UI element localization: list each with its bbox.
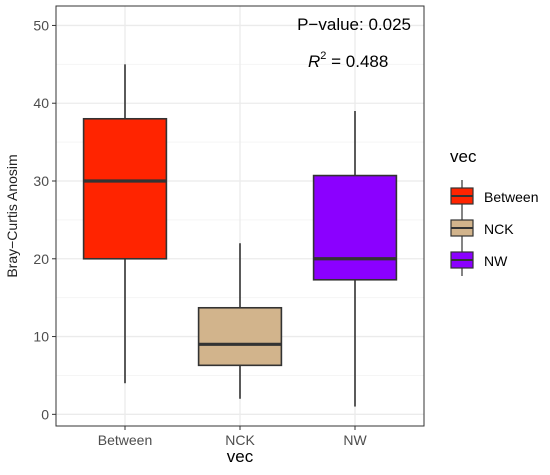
legend-entry-nck: NCK <box>450 212 514 244</box>
r-squared-symbol: R <box>308 52 320 71</box>
y-tick-label: 10 <box>33 329 49 345</box>
legend-title: vec <box>450 147 477 166</box>
x-axis: Between NCK NW <box>98 426 367 448</box>
box-body <box>197 306 283 367</box>
x-tick-label: NCK <box>225 432 255 448</box>
legend-entry-between: Between <box>450 180 538 212</box>
legend-label-nck: NCK <box>484 221 514 237</box>
x-tick-label: Between <box>98 432 152 448</box>
box-body <box>312 174 398 281</box>
x-axis-title: vec <box>227 447 254 466</box>
box-nck <box>197 243 283 399</box>
y-tick-label: 40 <box>33 95 49 111</box>
r-squared-annotation: R2 = 0.488 <box>308 50 388 71</box>
legend: vec Between NCK NW <box>450 147 538 276</box>
box-between <box>82 64 168 384</box>
box-body <box>82 117 168 260</box>
r-squared-superscript: 2 <box>320 50 326 62</box>
legend-entry-nw: NW <box>450 244 508 276</box>
y-tick-label: 30 <box>33 173 49 189</box>
pvalue-annotation: P−value: 0.025 <box>297 15 411 34</box>
legend-label-between: Between <box>484 189 538 205</box>
y-axis: 0 10 20 30 40 50 <box>33 17 56 422</box>
y-tick-label: 0 <box>41 406 49 422</box>
y-axis-title: Bray−Curtis Anosim <box>4 154 20 277</box>
y-tick-label: 20 <box>33 251 49 267</box>
boxes-layer <box>82 64 398 407</box>
y-tick-label: 50 <box>33 17 49 33</box>
x-tick-label: NW <box>343 432 367 448</box>
legend-label-nw: NW <box>484 253 508 269</box>
box-nw <box>312 111 398 407</box>
r-squared-value: = 0.488 <box>326 52 388 71</box>
